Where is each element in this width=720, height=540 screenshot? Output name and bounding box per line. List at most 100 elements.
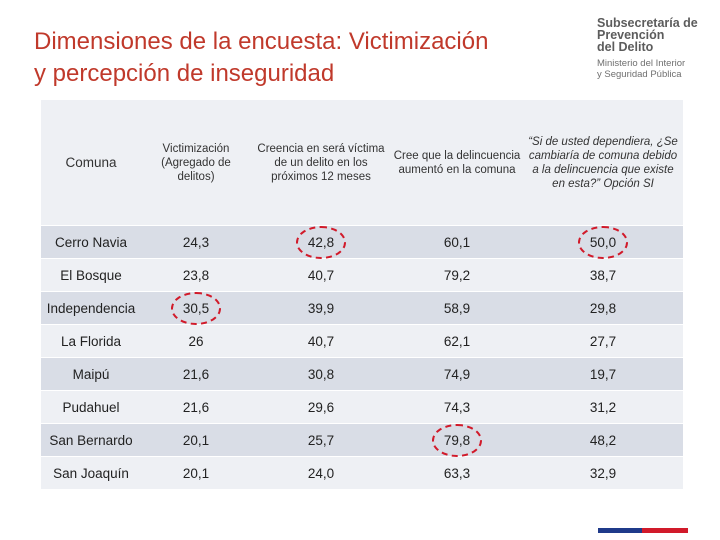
cell-comuna: La Florida: [41, 324, 141, 358]
cell-aumento: 62,1: [391, 324, 523, 358]
logo-ministry-line-2: y Seguridad Pública: [597, 69, 682, 80]
cell-cambio: 31,2: [523, 390, 683, 424]
cell-value: 79,2: [443, 267, 471, 283]
table-row: Cerro Navia 24,3 42,8 60,1 50,0: [41, 225, 683, 259]
cell-value: 60,1: [443, 234, 471, 250]
brand-bar-blue: [598, 528, 642, 533]
cell-cambio: 50,0: [523, 225, 683, 259]
cell-cambio: 38,7: [523, 258, 683, 292]
survey-table: Comuna Victimización (Agregado de delito…: [41, 100, 683, 489]
cell-value: 58,9: [443, 300, 471, 316]
highlighted-value: 50,0: [577, 225, 629, 259]
cell-creencia: 40,7: [251, 258, 391, 292]
cell-value: 38,7: [589, 267, 617, 283]
logo-org-name: Subsecretaría de Prevención del Delito: [597, 16, 712, 54]
cell-aumento: 74,3: [391, 390, 523, 424]
cell-victimizacion: 23,8: [141, 258, 251, 292]
header-creencia: Creencia en será víctima de un delito en…: [251, 100, 391, 226]
cell-cambio: 48,2: [523, 423, 683, 457]
table-row: Pudahuel 21,6 29,6 74,3 31,2: [41, 390, 683, 424]
cell-value: 21,6: [182, 366, 210, 382]
cell-comuna: San Bernardo: [41, 423, 141, 457]
table-row: San Bernardo 20,1 25,7 79,8 48,2: [41, 423, 683, 457]
cell-creencia: 25,7: [251, 423, 391, 457]
cell-victimizacion: 21,6: [141, 390, 251, 424]
cell-comuna: Cerro Navia: [41, 225, 141, 259]
cell-cambio: 19,7: [523, 357, 683, 391]
highlighted-value: 42,8: [295, 225, 347, 259]
cell-aumento: 79,8: [391, 423, 523, 457]
cell-cambio: 29,8: [523, 291, 683, 325]
cell-creencia: 29,6: [251, 390, 391, 424]
table-row: San Joaquín 20,1 24,0 63,3 32,9: [41, 456, 683, 489]
cell-value: 39,9: [307, 300, 335, 316]
highlighted-value: 79,8: [431, 423, 483, 457]
cell-value: 30,8: [307, 366, 335, 382]
logo-ministry: Ministerio del Interior y Seguridad Públ…: [597, 58, 712, 80]
header-comuna: Comuna: [41, 100, 141, 226]
cell-value: 63,3: [443, 465, 471, 481]
logo-org-line-1: Subsecretaría de: [597, 16, 698, 30]
cell-value: 20,1: [182, 465, 210, 481]
table-row: El Bosque 23,8 40,7 79,2 38,7: [41, 258, 683, 292]
logo-org-line-3: del Delito: [597, 40, 654, 54]
cell-value: 21,6: [182, 399, 210, 415]
cell-value: 23,8: [182, 267, 210, 283]
table-header-row: Comuna Victimización (Agregado de delito…: [41, 100, 683, 226]
cell-value: 48,2: [589, 432, 617, 448]
cell-value: 31,2: [589, 399, 617, 415]
cell-creencia: 24,0: [251, 456, 391, 489]
cell-comuna: Independencia: [41, 291, 141, 325]
cell-creencia: 30,8: [251, 357, 391, 391]
cell-value: 27,7: [589, 333, 617, 349]
cell-value: 26: [188, 333, 204, 349]
cell-value: 62,1: [443, 333, 471, 349]
cell-aumento: 58,9: [391, 291, 523, 325]
table-row: Maipú 21,6 30,8 74,9 19,7: [41, 357, 683, 391]
title-line-2: y percepción de inseguridad: [34, 60, 335, 87]
cell-comuna: El Bosque: [41, 258, 141, 292]
table-row: La Florida 26 40,7 62,1 27,7: [41, 324, 683, 358]
institution-logo: Subsecretaría de Prevención del Delito M…: [597, 17, 712, 80]
cell-value: 32,9: [589, 465, 617, 481]
cell-value: 74,3: [443, 399, 471, 415]
cell-value: 20,1: [182, 432, 210, 448]
brand-bar-red: [642, 528, 688, 533]
cell-aumento: 74,9: [391, 357, 523, 391]
cell-value: 40,7: [307, 333, 335, 349]
cell-creencia: 40,7: [251, 324, 391, 358]
header-cambio-comuna: “Si de usted dependiera, ¿Se cambiaría d…: [523, 100, 683, 226]
highlighted-value: 30,5: [170, 291, 222, 325]
cell-victimizacion: 24,3: [141, 225, 251, 259]
brand-color-bar: [598, 528, 688, 533]
cell-value: 29,8: [589, 300, 617, 316]
cell-value: 74,9: [443, 366, 471, 382]
cell-cambio: 32,9: [523, 456, 683, 489]
cell-victimizacion: 26: [141, 324, 251, 358]
cell-comuna: San Joaquín: [41, 456, 141, 489]
header-aumento: Cree que la delincuencia aumentó en la c…: [391, 100, 523, 226]
cell-victimizacion: 30,5: [141, 291, 251, 325]
cell-cambio: 27,7: [523, 324, 683, 358]
title-line-1: Dimensiones de la encuesta: Victimizació…: [34, 28, 489, 55]
logo-org-line-2: Prevención: [597, 28, 665, 42]
header-victimizacion: Victimización (Agregado de delitos): [141, 100, 251, 226]
cell-aumento: 63,3: [391, 456, 523, 489]
cell-value: 24,0: [307, 465, 335, 481]
cell-victimizacion: 21,6: [141, 357, 251, 391]
cell-aumento: 60,1: [391, 225, 523, 259]
logo-ministry-line-1: Ministerio del Interior: [597, 58, 686, 69]
cell-comuna: Maipú: [41, 357, 141, 391]
cell-value: 19,7: [589, 366, 617, 382]
cell-victimizacion: 20,1: [141, 423, 251, 457]
slide-title: Dimensiones de la encuesta: Victimizació…: [34, 26, 554, 90]
table-row: Independencia 30,5 39,9 58,9 29,8: [41, 291, 683, 325]
cell-victimizacion: 20,1: [141, 456, 251, 489]
cell-aumento: 79,2: [391, 258, 523, 292]
cell-value: 40,7: [307, 267, 335, 283]
cell-creencia: 39,9: [251, 291, 391, 325]
cell-value: 24,3: [182, 234, 210, 250]
cell-creencia: 42,8: [251, 225, 391, 259]
cell-value: 29,6: [307, 399, 335, 415]
cell-comuna: Pudahuel: [41, 390, 141, 424]
